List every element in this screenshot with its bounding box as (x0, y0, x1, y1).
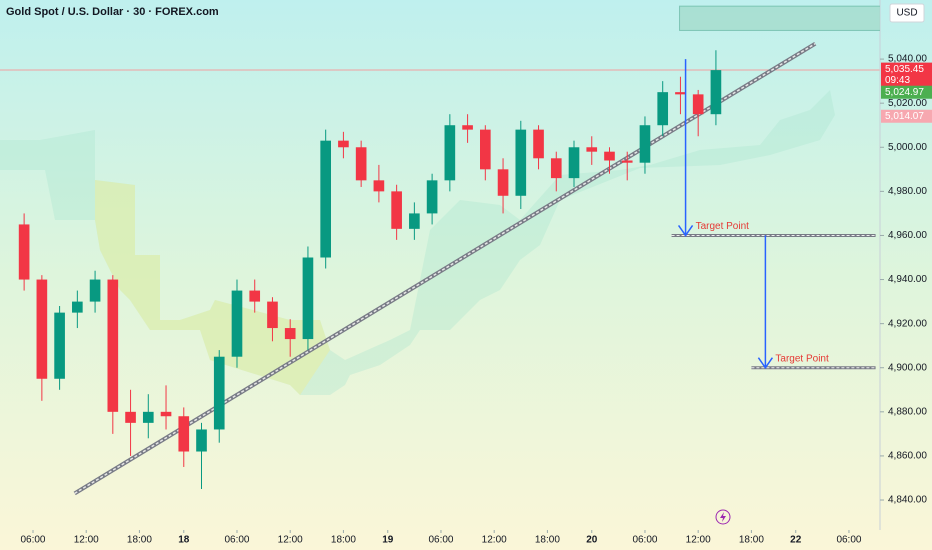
target-label: Target Point (775, 353, 829, 364)
candle-body (639, 125, 651, 163)
price-tag-label: 5,014.07 (885, 111, 924, 122)
candle-body (160, 411, 172, 417)
candle-body (657, 92, 669, 126)
candle-body (18, 224, 30, 280)
y-tick-label: 4,960.00 (888, 230, 927, 241)
x-tick-label: 18:00 (535, 535, 560, 546)
candle-body (107, 279, 119, 412)
candle-body (621, 160, 633, 163)
candle-body (338, 140, 349, 148)
candle-body (391, 191, 402, 229)
y-tick-label: 4,940.00 (888, 274, 927, 285)
candle-body (36, 279, 48, 379)
candle-body (462, 125, 473, 130)
candle-body (125, 411, 136, 423)
x-tick-label: 18:00 (127, 535, 152, 546)
y-tick-label: 5,020.00 (888, 98, 927, 109)
x-tick-label: 12:00 (686, 535, 711, 546)
candle-body (550, 158, 562, 179)
candle-body (692, 94, 704, 115)
price-tag (881, 85, 932, 99)
trendline (74, 43, 816, 495)
candle-body (54, 312, 65, 379)
candle-body (302, 257, 314, 340)
y-tick-label: 4,900.00 (888, 362, 927, 373)
candle-body (604, 151, 615, 161)
x-tick-label: 22 (790, 535, 802, 546)
x-tick-label: 12:00 (278, 535, 303, 546)
candle-body (142, 411, 154, 423)
candle-body (533, 129, 544, 159)
candle-body (284, 328, 296, 340)
cloud (0, 90, 835, 395)
candle-body (515, 129, 527, 196)
candle-body (89, 279, 101, 302)
arrow-head (757, 357, 774, 370)
candle-body (373, 180, 385, 192)
x-tick-label: 20 (586, 535, 598, 546)
lightning-icon[interactable] (715, 509, 731, 525)
y-tick-label: 4,860.00 (888, 451, 927, 462)
candle-body (320, 140, 331, 258)
resistance-zone (679, 5, 880, 31)
candle-body (267, 301, 278, 329)
currency-box[interactable] (889, 3, 925, 23)
arrow-head (677, 225, 694, 237)
candle-body (213, 356, 225, 430)
y-tick-label: 5,000.00 (888, 142, 927, 153)
price-tag (881, 109, 932, 123)
x-tick-label: 06:00 (632, 535, 657, 546)
x-tick-label: 18:00 (739, 535, 764, 546)
candle-body (409, 213, 420, 229)
x-tick-label: 06:00 (224, 535, 249, 546)
countdown: 09:43 (885, 75, 910, 86)
x-tick-label: 06:00 (20, 535, 45, 546)
candle-body (480, 129, 491, 170)
x-tick-label: 06:00 (428, 535, 453, 546)
target-label: Target Point (696, 221, 750, 232)
candle-body (231, 290, 243, 357)
x-tick-label: 06:00 (836, 535, 861, 546)
candle-body (444, 125, 456, 181)
x-tick-label: 12:00 (482, 535, 507, 546)
candle-body (710, 70, 722, 115)
candle-body (196, 429, 207, 452)
candle-body (586, 147, 598, 152)
candle-body (675, 92, 686, 95)
candle-body (178, 416, 190, 452)
currency: USD (896, 8, 917, 19)
price-tag-label: 5,035.45 (885, 64, 924, 75)
plot-area: Target Point Target Point (18, 5, 880, 496)
price-tag-label: 5,024.97 (885, 87, 924, 98)
y-tick-label: 4,980.00 (888, 186, 927, 197)
y-tick-label: 4,840.00 (888, 495, 927, 506)
candle-body (72, 301, 83, 313)
y-tick-label: 5,040.00 (888, 54, 927, 65)
x-tick-label: 18:00 (331, 535, 356, 546)
candle-body (568, 147, 580, 179)
chart-title: Gold Spot / U.S. Dollar · 30 · FOREX.com (6, 6, 219, 18)
candle-body (426, 180, 438, 214)
x-tick-label: 19 (382, 535, 394, 546)
x-tick-label: 18 (178, 535, 190, 546)
price-tag (881, 62, 932, 87)
x-tick-label: 12:00 (74, 535, 99, 546)
candle-body (355, 147, 367, 181)
y-tick-label: 4,880.00 (888, 406, 927, 417)
candle-body (249, 290, 261, 302)
candle-body (497, 169, 509, 196)
y-tick-label: 4,920.00 (888, 318, 927, 329)
